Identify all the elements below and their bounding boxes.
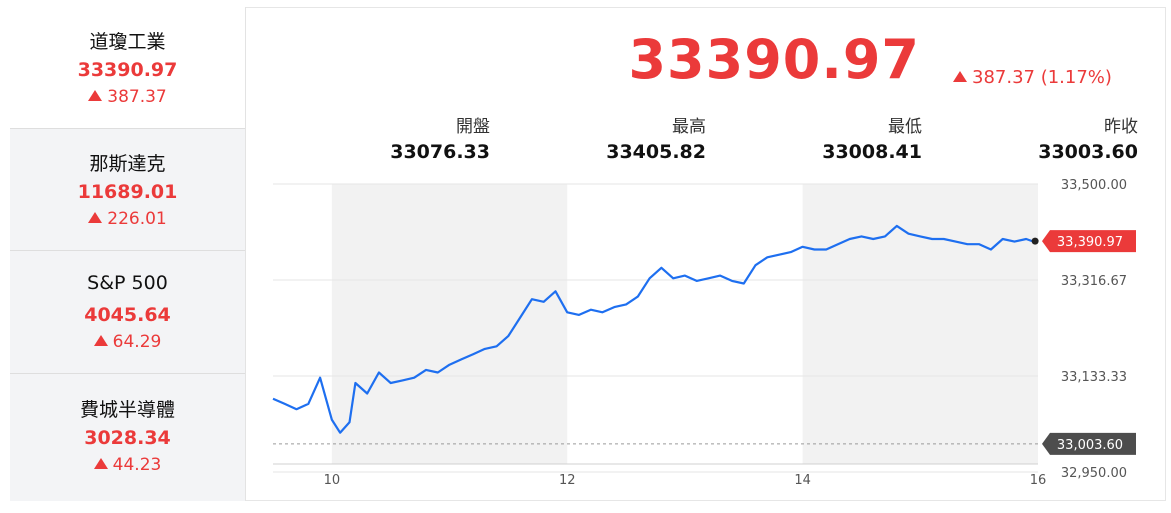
index-change: 44.23 — [10, 455, 245, 475]
y-tick-label: 33,133.33 — [1061, 370, 1127, 385]
stat-label: 最高 — [672, 117, 706, 137]
up-triangle-icon — [88, 212, 103, 223]
stat-value: 33008.41 — [822, 141, 922, 163]
sidebar-item-nasdaq[interactable]: 那斯達克 11689.01 226.01 — [10, 129, 245, 251]
x-tick-label: 14 — [794, 473, 811, 488]
index-name: 費城半導體 — [79, 399, 175, 421]
up-triangle-icon — [93, 335, 108, 346]
price-line — [272, 224, 1033, 434]
prev-close-tag — [1042, 432, 1136, 455]
x-tick-label: 16 — [1030, 473, 1047, 488]
current-price: 33390.97 — [628, 28, 920, 91]
price-change-value: 387.37 (1.17%) — [972, 67, 1112, 88]
index-change: 226.01 — [10, 209, 245, 229]
sidebar-item-dow-jones[interactable]: 道瓊工業 33390.97 387.37 — [10, 7, 245, 129]
y-tick-label: 32,950.00 — [1061, 466, 1127, 481]
sidebar-item-sox[interactable]: 費城半導體 3028.34 44.23 — [10, 375, 245, 497]
up-triangle-icon — [93, 458, 108, 469]
prev-close-label: 33,003.60 — [1057, 438, 1123, 453]
x-tick-label: 10 — [324, 473, 341, 488]
index-change-value: 226.01 — [107, 209, 167, 229]
stat-open: 開盤 33076.33 — [290, 112, 490, 163]
index-value: 11689.01 — [77, 181, 178, 203]
index-value: 3028.34 — [84, 427, 171, 449]
index-change-value: 44.23 — [112, 455, 162, 475]
up-triangle-icon — [88, 90, 103, 101]
session-band — [802, 184, 1038, 464]
stat-value: 33003.60 — [1038, 141, 1138, 163]
index-sidebar: 道瓊工業 33390.97 387.37 那斯達克 11689.01 226.0… — [10, 7, 246, 501]
index-value: 33390.97 — [77, 59, 178, 81]
y-tick-label: 33,316.67 — [1061, 274, 1127, 289]
index-change-value: 64.29 — [112, 332, 162, 352]
session-band — [331, 184, 568, 464]
stat-value: 33405.82 — [606, 141, 706, 163]
price-change: 387.37 (1.17%) — [953, 67, 1112, 88]
last-price-label: 33,390.97 — [1057, 235, 1123, 250]
index-value: 4045.64 — [84, 304, 171, 326]
y-tick-label: 33,500.00 — [1061, 178, 1127, 193]
index-name: S&P 500 — [87, 272, 168, 294]
stat-label: 最低 — [888, 117, 922, 137]
up-triangle-icon — [953, 71, 967, 82]
stat-low: 最低 33008.41 — [722, 112, 922, 163]
last-price-marker — [1031, 237, 1039, 245]
stat-label: 開盤 — [456, 117, 490, 137]
stat-value: 33076.33 — [390, 141, 490, 163]
index-change-value: 387.37 — [107, 87, 167, 107]
stat-label: 昨收 — [1104, 117, 1138, 137]
last-price-tag — [1042, 230, 1136, 253]
index-name: 道瓊工業 — [89, 31, 166, 53]
index-change: 387.37 — [10, 87, 245, 107]
stat-high: 最高 33405.82 — [506, 112, 706, 163]
index-name: 那斯達克 — [89, 153, 166, 175]
stat-prev-close: 昨收 33003.60 — [938, 112, 1138, 163]
x-tick-label: 12 — [559, 473, 576, 488]
sidebar-item-sp500[interactable]: S&P 500 4045.64 64.29 — [10, 252, 245, 374]
index-change: 64.29 — [10, 332, 245, 352]
